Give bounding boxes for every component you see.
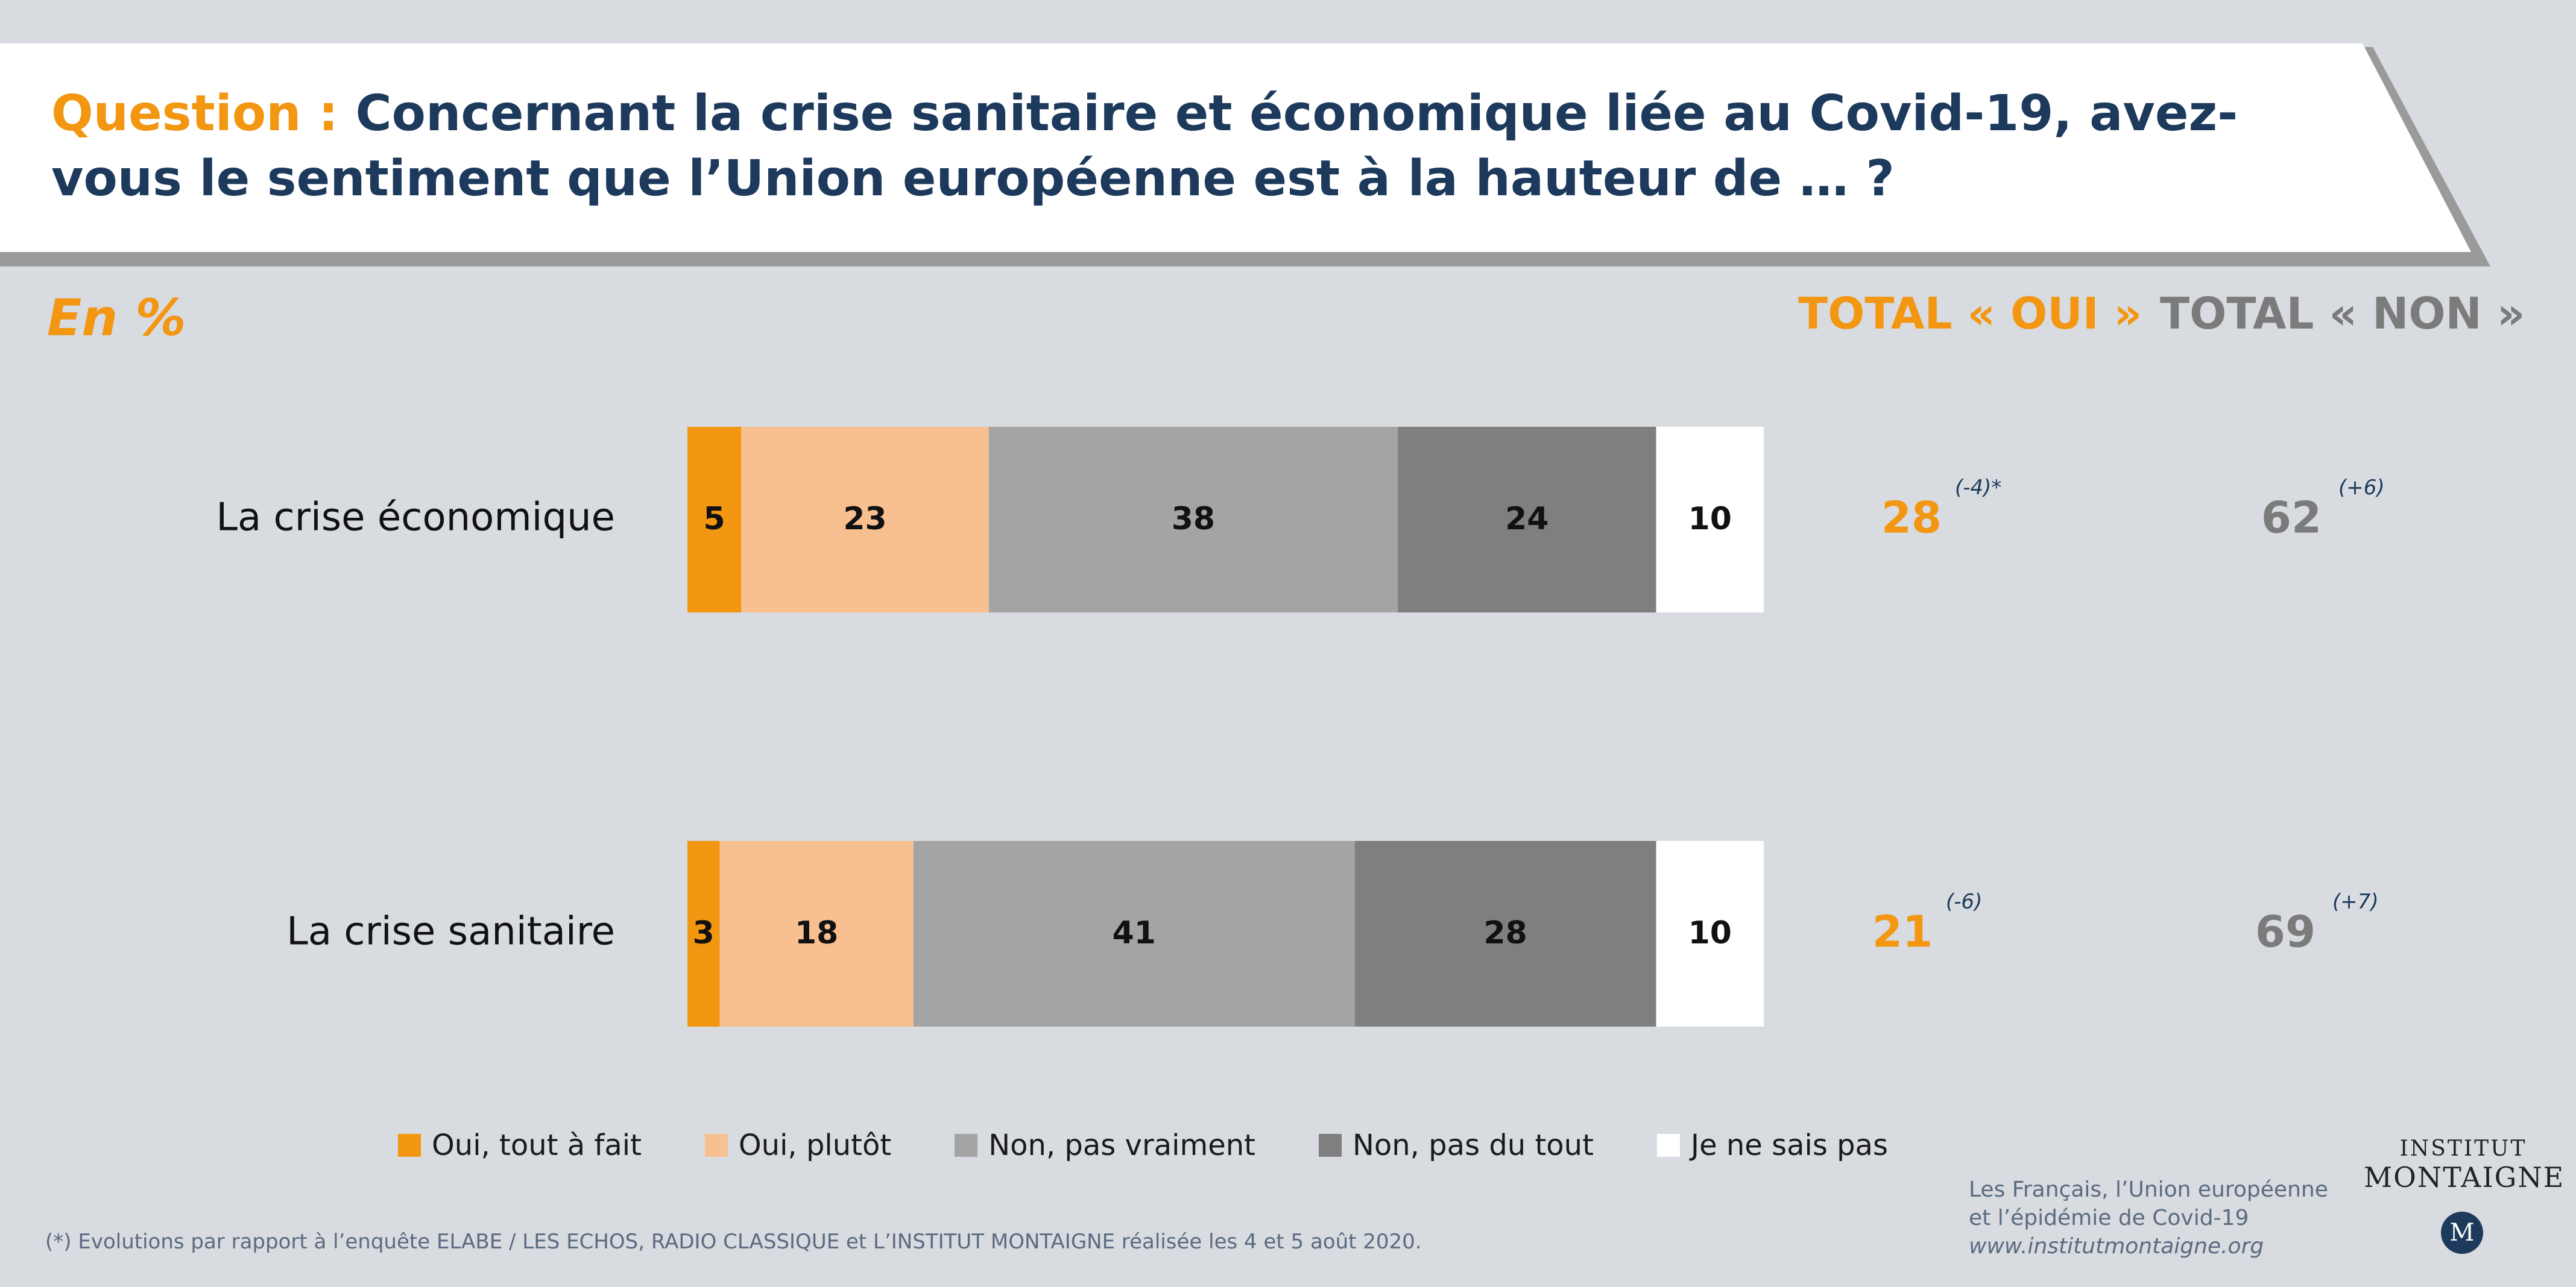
brand-emblem-icon: M: [2441, 1212, 2483, 1254]
unit-label: En %: [47, 288, 186, 347]
stacked-bar-chart: La crise économique 5 23 38 24 10 28 (-4)* 62 (+6…: [216, 427, 2385, 1027]
title-banner: [0, 43, 2490, 266]
bar-segment: [1656, 427, 1764, 612]
data-label: 5: [704, 501, 725, 537]
legend: Oui, tout à fait Oui, plutôt Non, pas vr…: [398, 1128, 1951, 1162]
bar-segment: [913, 841, 1355, 1027]
data-label: 18: [795, 915, 838, 951]
brand-line-2: MONTAIGNE: [2364, 1161, 2565, 1194]
data-label: 28: [1483, 915, 1527, 951]
legend-swatch: [955, 1134, 978, 1157]
total-oui-change: (-4)*: [1955, 476, 2001, 500]
brand-logo-text: INSTITUT MONTAIGNE: [2364, 1136, 2563, 1194]
legend-label: Je ne sais pas: [1690, 1128, 1888, 1162]
total-non-change: (+6): [2338, 476, 2385, 500]
legend-label: Oui, plutôt: [738, 1128, 892, 1162]
category-label: La crise économique: [216, 496, 615, 540]
legend-item-non-pas-du-tout: Non, pas du tout: [1318, 1128, 1594, 1162]
legend-swatch: [1656, 1134, 1680, 1157]
legend-item-non-pas-vraiment: Non, pas vraiment: [955, 1128, 1255, 1162]
category-label: La crise sanitaire: [286, 910, 615, 954]
source-line-2: et l’épidémie de Covid-19: [1969, 1206, 2249, 1230]
data-label: 23: [843, 501, 886, 537]
title-prefix: Question :: [51, 85, 338, 142]
total-oui-header: TOTAL « OUI »: [1798, 288, 2142, 339]
legend-item-nsp: Je ne sais pas: [1656, 1128, 1888, 1162]
chart-title: Question : Concernant la crise sanitaire…: [51, 81, 2343, 212]
data-label: 10: [1688, 501, 1732, 537]
total-non-value: 62: [2261, 492, 2322, 543]
legend-swatch: [1318, 1134, 1342, 1157]
source-note: Les Français, l’Union européenne et l’ép…: [1969, 1175, 2391, 1260]
legend-item-oui-tout-a-fait: Oui, tout à fait: [398, 1128, 642, 1162]
legend-swatch: [704, 1134, 728, 1157]
data-label: 38: [1172, 501, 1215, 537]
total-oui-value: 21: [1872, 907, 1933, 957]
title-question: Concernant la crise sanitaire et économi…: [51, 85, 2238, 207]
legend-label: Non, pas vraiment: [988, 1128, 1255, 1162]
bar-segment: [719, 841, 914, 1027]
bar-segment: [1656, 841, 1764, 1027]
bar-segment: [687, 427, 742, 612]
data-label: 41: [1113, 915, 1156, 951]
brand-line-1: INSTITUT: [2399, 1136, 2527, 1161]
bar-segment: [687, 841, 720, 1027]
bar-segment: [1398, 427, 1656, 612]
data-label: 3: [693, 915, 715, 951]
total-non-header: TOTAL « NON »: [2160, 288, 2525, 339]
legend-swatch: [398, 1134, 421, 1157]
total-non-value: 69: [2255, 907, 2316, 957]
bar-segment: [741, 427, 989, 612]
bar-segment: [988, 427, 1398, 612]
source-url[interactable]: www.institutmontaigne.org: [1969, 1234, 2264, 1259]
footnote: (*) Evolutions par rapport à l’enquête E…: [45, 1230, 1422, 1254]
total-oui-change: (-6): [1946, 890, 1982, 914]
data-label: 10: [1688, 915, 1732, 951]
legend-label: Oui, tout à fait: [432, 1128, 642, 1162]
data-label: 24: [1505, 501, 1548, 537]
total-oui-value: 28: [1881, 492, 1942, 543]
legend-label: Non, pas du tout: [1352, 1128, 1594, 1162]
total-non-change: (+7): [2332, 890, 2379, 914]
source-line-1: Les Français, l’Union européenne: [1969, 1177, 2328, 1202]
bar-segment: [1354, 841, 1656, 1027]
legend-item-oui-plutot: Oui, plutôt: [704, 1128, 892, 1162]
